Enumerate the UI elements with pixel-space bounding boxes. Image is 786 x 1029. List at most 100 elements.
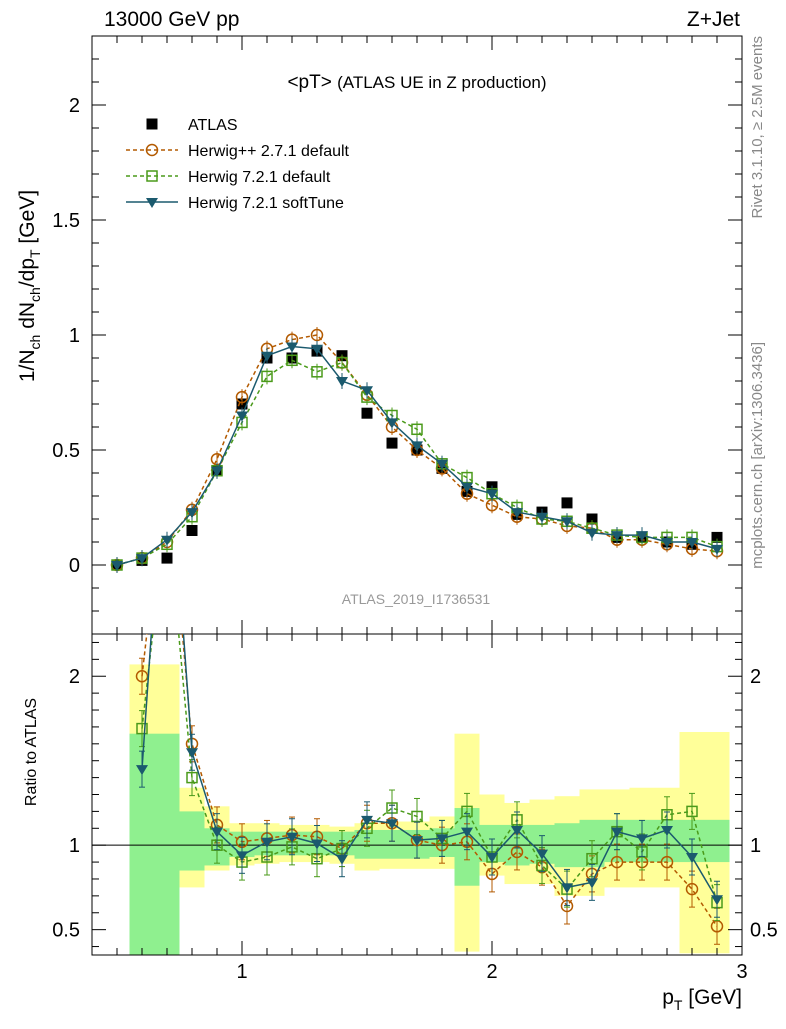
data-point <box>311 366 323 378</box>
legend-marker <box>146 170 158 182</box>
legend-entry: Herwig++ 2.7.1 default <box>126 143 350 160</box>
ratio-point <box>661 825 673 836</box>
data-point <box>411 441 423 452</box>
main-series-group <box>110 327 724 573</box>
ratio-y-tick-label-right: 0.5 <box>750 920 778 942</box>
ratio-band-green <box>154 733 180 955</box>
data-point <box>536 512 548 523</box>
ratio-point <box>286 832 298 843</box>
ratio-y-axis-label: Ratio to ATLAS <box>23 698 40 806</box>
ratio-point <box>386 819 398 830</box>
ratio-y-tick-label-right: 2 <box>750 666 761 688</box>
data-point <box>386 418 398 429</box>
data-point <box>111 561 123 571</box>
data-point <box>686 538 698 548</box>
data-point <box>561 497 573 509</box>
series-line <box>116 359 718 566</box>
data-point <box>311 344 323 355</box>
ratio-point <box>136 765 148 776</box>
ratio-point <box>561 883 573 894</box>
data-point <box>235 390 249 404</box>
legend-entry: Herwig 7.2.1 default <box>126 169 331 186</box>
ratio-point <box>536 849 548 860</box>
plot-title: <pT> (ATLAS UE in Z production) <box>287 72 546 93</box>
data-point <box>361 386 373 397</box>
data-point <box>186 508 198 519</box>
data-point <box>586 513 598 525</box>
watermark: ATLAS_2019_I1736531 <box>342 591 491 607</box>
legend-marker <box>145 143 159 157</box>
mcplots-label: mcplots.cern.ch [arXiv:1306.3436] <box>749 342 766 569</box>
ratio-series-herwig-7-2-1-softtune <box>136 402 723 918</box>
data-point <box>236 411 248 422</box>
ratio-point <box>162 502 172 512</box>
data-point <box>411 423 423 436</box>
ratio-series-line <box>141 634 718 903</box>
ratio-y-tick-label-right: 1 <box>750 835 761 857</box>
ratio-point <box>511 825 523 836</box>
x-tick-label: 3 <box>736 961 747 983</box>
ratio-point <box>261 837 273 848</box>
data-point <box>711 531 723 543</box>
ratio-point <box>686 805 698 818</box>
data-point <box>461 482 473 493</box>
y-axis-label: 1/Nch dNch/dpT [GeV] <box>16 190 43 382</box>
data-point <box>310 328 324 342</box>
series-herwig-7-2-1-softtune <box>111 338 723 573</box>
ratio-point <box>236 851 248 862</box>
ratio-series-group <box>135 402 724 945</box>
y-tick-label: 0 <box>69 555 80 577</box>
data-point <box>136 554 148 565</box>
ratio-point <box>586 852 598 865</box>
data-point <box>186 525 198 536</box>
header-right: Z+Jet <box>687 8 740 31</box>
header-left: 13000 GeV pp <box>104 8 239 31</box>
series-atlas <box>111 345 723 571</box>
y-tick-label: 1.5 <box>52 210 80 232</box>
ratio-point <box>361 815 373 826</box>
data-point <box>711 544 723 555</box>
legend: ATLAS Herwig++ 2.7.1 default Herwig 7.2.1 … <box>126 117 350 212</box>
ratio-point <box>162 451 173 462</box>
ratio-point <box>461 827 473 838</box>
legend-entry: Herwig 7.2.1 softTune <box>126 195 344 212</box>
data-point <box>286 354 298 367</box>
data-point <box>261 351 273 362</box>
data-point <box>286 342 298 353</box>
legend-marker <box>146 198 158 208</box>
axis-ticks: 1 2 3 0 0.5 1 1.5 2 0.5 0.5 1 1 2 2 <box>52 35 778 983</box>
ratio-point <box>610 855 624 869</box>
data-point <box>436 459 448 470</box>
y-tick-label: 0.5 <box>52 440 80 462</box>
legend-label: ATLAS <box>188 117 238 134</box>
ratio-band-green <box>704 819 730 863</box>
legend-label: Herwig 7.2.1 softTune <box>188 195 344 212</box>
legend-entry: ATLAS <box>146 117 238 134</box>
ratio-point <box>136 722 148 735</box>
ratio-point <box>486 853 498 864</box>
x-axis-label: pT [GeV] <box>662 986 742 1013</box>
ratio-point <box>186 771 198 784</box>
legend-label: Herwig++ 2.7.1 default <box>188 143 350 160</box>
data-point <box>361 407 373 419</box>
data-point <box>486 489 498 500</box>
data-point <box>161 552 173 564</box>
x-tick-label: 1 <box>236 961 247 983</box>
y-tick-label: 2 <box>69 95 80 117</box>
ratio-point <box>336 854 348 865</box>
ratio-point <box>411 836 423 847</box>
legend-marker <box>146 118 158 130</box>
x-tick-label: 2 <box>486 961 497 983</box>
ratio-point <box>411 810 423 823</box>
ratio-point <box>186 748 198 759</box>
ratio-y-tick-label-left: 2 <box>69 666 80 688</box>
data-point <box>386 437 398 449</box>
data-point <box>336 356 348 369</box>
ratio-band-green <box>179 811 205 871</box>
data-point <box>586 528 598 539</box>
ratio-point <box>211 827 223 838</box>
data-point <box>561 517 573 528</box>
ratio-point <box>161 402 173 412</box>
legend-label: Herwig 7.2.1 default <box>188 169 331 186</box>
